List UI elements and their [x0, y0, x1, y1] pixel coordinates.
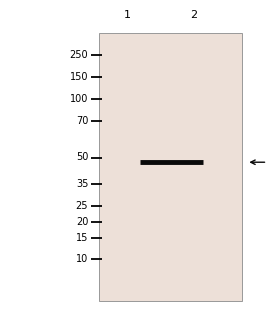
Text: 50: 50 — [76, 152, 88, 163]
Text: 20: 20 — [76, 217, 88, 227]
Text: 1: 1 — [124, 10, 131, 20]
Text: 10: 10 — [76, 254, 88, 264]
Text: 15: 15 — [76, 233, 88, 243]
Text: 70: 70 — [76, 116, 88, 126]
Text: 35: 35 — [76, 179, 88, 189]
Text: 250: 250 — [69, 50, 88, 60]
Text: 2: 2 — [190, 10, 197, 20]
Bar — [99, 33, 242, 301]
Text: 100: 100 — [70, 94, 88, 104]
Text: 25: 25 — [76, 201, 88, 211]
Text: 150: 150 — [70, 72, 88, 82]
